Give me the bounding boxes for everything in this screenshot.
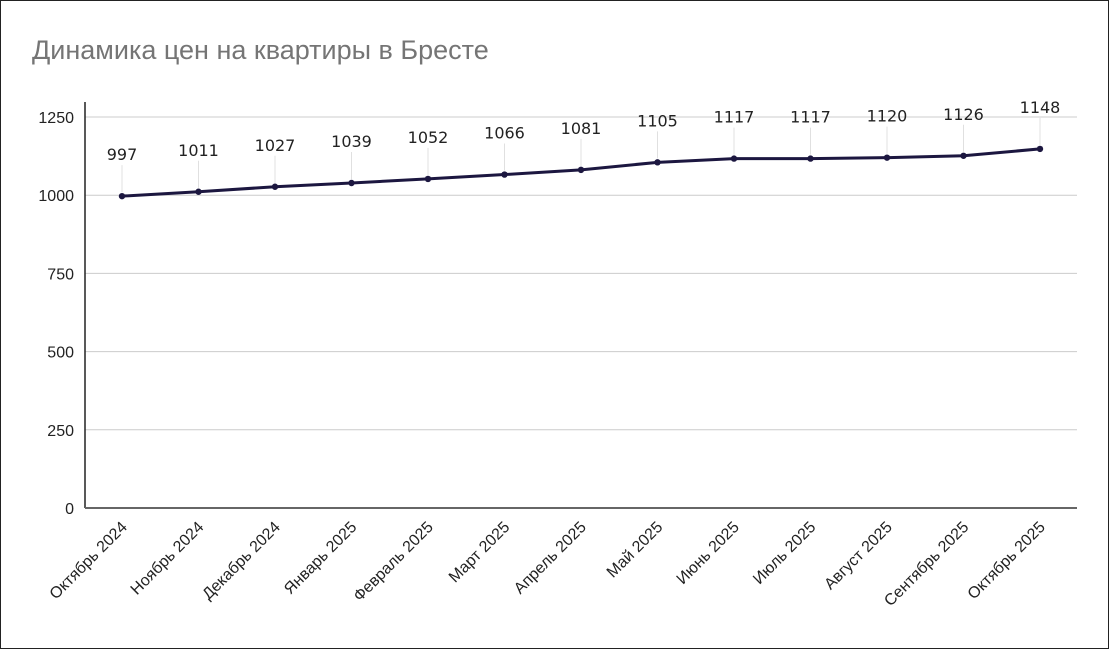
- data-labels: 997 1011 1027 1039 1052 1066 1081 1105 1117 1117 1…: [107, 98, 1061, 193]
- data-label: 1066: [484, 124, 525, 143]
- data-point[interactable]: [1036, 145, 1044, 153]
- data-label: 997: [107, 145, 138, 164]
- x-tick-label: Июль 2025: [750, 519, 819, 588]
- data-point[interactable]: [271, 183, 279, 190]
- x-tick-label: Февраль 2025: [351, 519, 437, 605]
- data-point[interactable]: [348, 179, 355, 187]
- data-label: 1120: [867, 107, 908, 126]
- data-point[interactable]: [118, 192, 126, 200]
- y-tick-label: 750: [47, 266, 74, 283]
- data-label: 1126: [943, 105, 984, 124]
- data-point[interactable]: [654, 159, 661, 166]
- x-tick-label: Апрель 2025: [511, 519, 590, 598]
- y-tick-label: 0: [65, 501, 74, 518]
- x-tick-label: Август 2025: [821, 519, 895, 593]
- series-line: [118, 145, 1044, 200]
- data-label: 1052: [408, 128, 449, 147]
- data-label: 1011: [178, 141, 219, 160]
- x-tick-label: Октябрь 2025: [965, 519, 1049, 603]
- data-point[interactable]: [577, 166, 585, 174]
- data-point[interactable]: [501, 171, 508, 178]
- data-point[interactable]: [195, 188, 202, 195]
- data-point[interactable]: [883, 154, 891, 161]
- y-tick-label: 500: [47, 345, 74, 362]
- data-label: 1105: [637, 111, 678, 130]
- y-tick-label: 1000: [38, 188, 74, 205]
- x-tick-label: Июнь 2025: [674, 519, 743, 588]
- x-tick-label: Ноябрь 2024: [128, 519, 208, 599]
- data-point[interactable]: [960, 152, 967, 159]
- data-label: 1117: [790, 108, 831, 127]
- data-label: 1148: [1020, 98, 1061, 117]
- y-axis-ticks: 0 250 500 750 1000 1250: [38, 110, 74, 518]
- x-tick-label: Март 2025: [446, 519, 513, 586]
- data-label: 1081: [561, 119, 602, 138]
- x-tick-label: Декабрь 2024: [199, 519, 284, 604]
- data-label: 1027: [255, 136, 296, 155]
- x-tick-label: Январь 2025: [281, 519, 360, 598]
- data-label: 1039: [331, 132, 372, 151]
- data-point[interactable]: [424, 175, 432, 183]
- gridlines: [85, 116, 1077, 431]
- data-point[interactable]: [807, 155, 814, 162]
- data-label: 1117: [714, 108, 755, 127]
- x-tick-label: Май 2025: [604, 519, 667, 582]
- x-tick-label: Сентябрь 2025: [881, 519, 972, 610]
- x-tick-label: Октябрь 2024: [47, 519, 131, 603]
- data-point[interactable]: [730, 155, 738, 162]
- y-tick-label: 250: [47, 423, 74, 440]
- y-tick-label: 1250: [38, 110, 74, 127]
- chart-title: Динамика цен на квартиры в Бресте: [32, 35, 489, 65]
